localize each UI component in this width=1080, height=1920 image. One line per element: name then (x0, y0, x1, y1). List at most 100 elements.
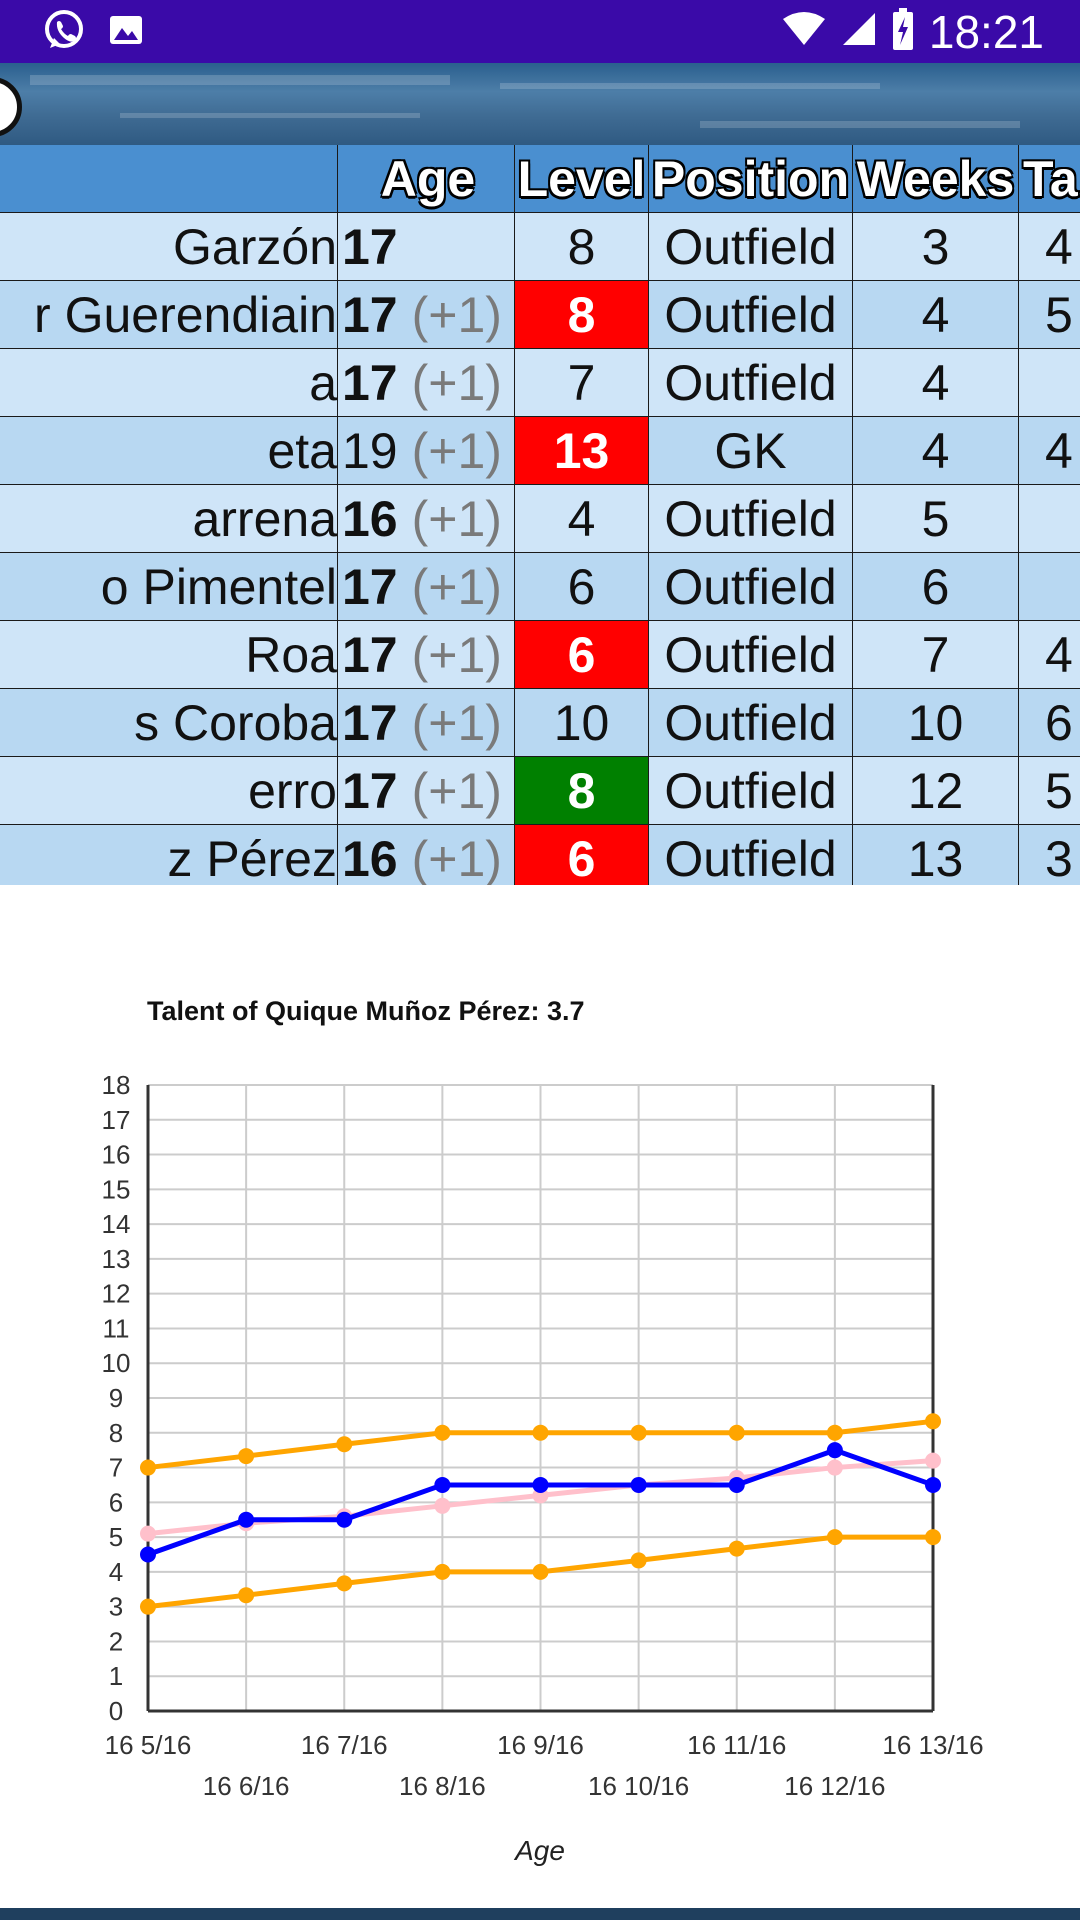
player-name[interactable]: eta (0, 417, 338, 485)
y-tick-label: 5 (109, 1522, 123, 1552)
player-weeks: 13 (853, 825, 1019, 885)
age-increment: (+1) (411, 626, 502, 683)
player-name-text: Roa (245, 626, 337, 683)
table-row[interactable]: z Pérez 16 (+1) 6 Outfield 13 3 (0, 825, 1080, 885)
data-point (434, 1497, 451, 1514)
player-weeks: 4 (853, 349, 1019, 417)
player-age: 17 (+1) (338, 281, 515, 349)
player-name[interactable]: Garzón (0, 213, 338, 281)
y-tick-label: 0 (109, 1696, 123, 1726)
data-point (140, 1546, 156, 1563)
player-name[interactable]: Roa (0, 621, 338, 689)
back-button[interactable] (0, 77, 22, 137)
y-tick-label: 4 (109, 1557, 123, 1587)
x-axis-label: Age (513, 1835, 565, 1866)
data-point (728, 1476, 745, 1493)
header-position[interactable]: Position (649, 145, 853, 213)
table-row[interactable]: Garzón 17 8 Outfield 3 4 (0, 213, 1080, 281)
age-increment: (+1) (411, 422, 502, 479)
player-talent (1019, 349, 1080, 417)
player-name[interactable]: arrena (0, 485, 338, 553)
header-talent[interactable]: Ta (1019, 145, 1080, 213)
data-point (140, 1525, 156, 1542)
player-talent: 3 (1019, 825, 1080, 885)
table-row[interactable]: o Pimentel 17 (+1) 6 Outfield 6 (0, 553, 1080, 621)
player-weeks: 12 (853, 757, 1019, 825)
y-tick-label: 11 (103, 1313, 130, 1343)
data-point (728, 1424, 745, 1441)
player-talent: 4 (1019, 417, 1080, 485)
player-weeks: 6 (853, 553, 1019, 621)
player-name[interactable]: s Coroba (0, 689, 338, 757)
data-point (925, 1413, 941, 1430)
data-point (925, 1476, 941, 1493)
whatsapp-icon (42, 8, 86, 57)
player-position: Outfield (649, 213, 853, 281)
player-name[interactable]: z Pérez (0, 825, 338, 885)
player-name-text: o Pimentel (100, 558, 337, 615)
y-tick-label: 16 (102, 1140, 131, 1170)
x-tick-label: 16 10/16 (588, 1771, 689, 1801)
player-level: 6 (515, 621, 649, 689)
data-point (826, 1424, 843, 1441)
x-tick-label: 16 11/16 (687, 1730, 786, 1760)
y-tick-label: 2 (109, 1626, 123, 1656)
data-point (630, 1424, 647, 1441)
table-row[interactable]: r Guerendiain 17 (+1) 8 Outfield 4 5 (0, 281, 1080, 349)
header-age[interactable]: Age (338, 145, 515, 213)
data-point (434, 1563, 451, 1580)
player-name[interactable]: r Guerendiain (0, 281, 338, 349)
data-point (434, 1424, 451, 1441)
player-age: 17 (+1) (338, 689, 515, 757)
player-talent: 4 (1019, 621, 1080, 689)
player-level: 10 (515, 689, 649, 757)
players-table: Age Level Position Weeks Ta Garzón 17 8 Out… (0, 145, 1080, 885)
x-tick-label: 16 9/16 (497, 1730, 584, 1760)
data-point (140, 1459, 156, 1476)
table-row[interactable]: arrena 16 (+1) 4 Outfield 5 (0, 485, 1080, 553)
player-age: 19 (+1) (338, 417, 515, 485)
battery-charging-icon (891, 7, 915, 56)
age-increment: (+1) (411, 286, 502, 343)
y-tick-label: 8 (109, 1418, 123, 1448)
player-talent (1019, 553, 1080, 621)
player-name[interactable]: o Pimentel (0, 553, 338, 621)
table-row[interactable]: s Coroba 17 (+1) 10 Outfield 10 6 (0, 689, 1080, 757)
player-level: 7 (515, 349, 649, 417)
header-weeks[interactable]: Weeks (853, 145, 1019, 213)
table-row[interactable]: Roa 17 (+1) 6 Outfield 7 4 (0, 621, 1080, 689)
table-row[interactable]: erro 17 (+1) 8 Outfield 12 5 (0, 757, 1080, 825)
player-name[interactable]: a (0, 349, 338, 417)
wifi-icon (781, 11, 827, 52)
y-tick-label: 6 (109, 1487, 123, 1517)
age-value: 16 (342, 490, 398, 547)
player-level: 6 (515, 553, 649, 621)
player-level: 4 (515, 485, 649, 553)
image-icon (108, 12, 144, 53)
age-increment: (+1) (411, 830, 502, 886)
header-name[interactable] (0, 145, 338, 213)
data-point (532, 1424, 549, 1441)
table-row[interactable]: a 17 (+1) 7 Outfield 4 (0, 349, 1080, 417)
player-talent: 5 (1019, 757, 1080, 825)
data-point (925, 1452, 941, 1469)
player-position: Outfield (649, 485, 853, 553)
player-position: Outfield (649, 621, 853, 689)
y-tick-label: 18 (102, 1070, 131, 1100)
header-level[interactable]: Level (515, 145, 649, 213)
player-name-text: eta (267, 422, 337, 479)
player-name[interactable]: erro (0, 757, 338, 825)
data-point (925, 1529, 941, 1546)
player-name-text: Garzón (173, 218, 337, 275)
player-weeks: 10 (853, 689, 1019, 757)
data-point (238, 1448, 255, 1465)
player-level: 8 (515, 757, 649, 825)
player-talent: 5 (1019, 281, 1080, 349)
data-point (140, 1598, 156, 1615)
player-age: 17 (+1) (338, 621, 515, 689)
x-tick-label: 16 12/16 (784, 1771, 885, 1801)
chart-title: Talent of Quique Muñoz Pérez: 3.7 (147, 996, 585, 1026)
table-row[interactable]: eta 19 (+1) 13 GK 4 4 (0, 417, 1080, 485)
y-tick-label: 9 (109, 1383, 123, 1413)
data-point (728, 1540, 745, 1557)
